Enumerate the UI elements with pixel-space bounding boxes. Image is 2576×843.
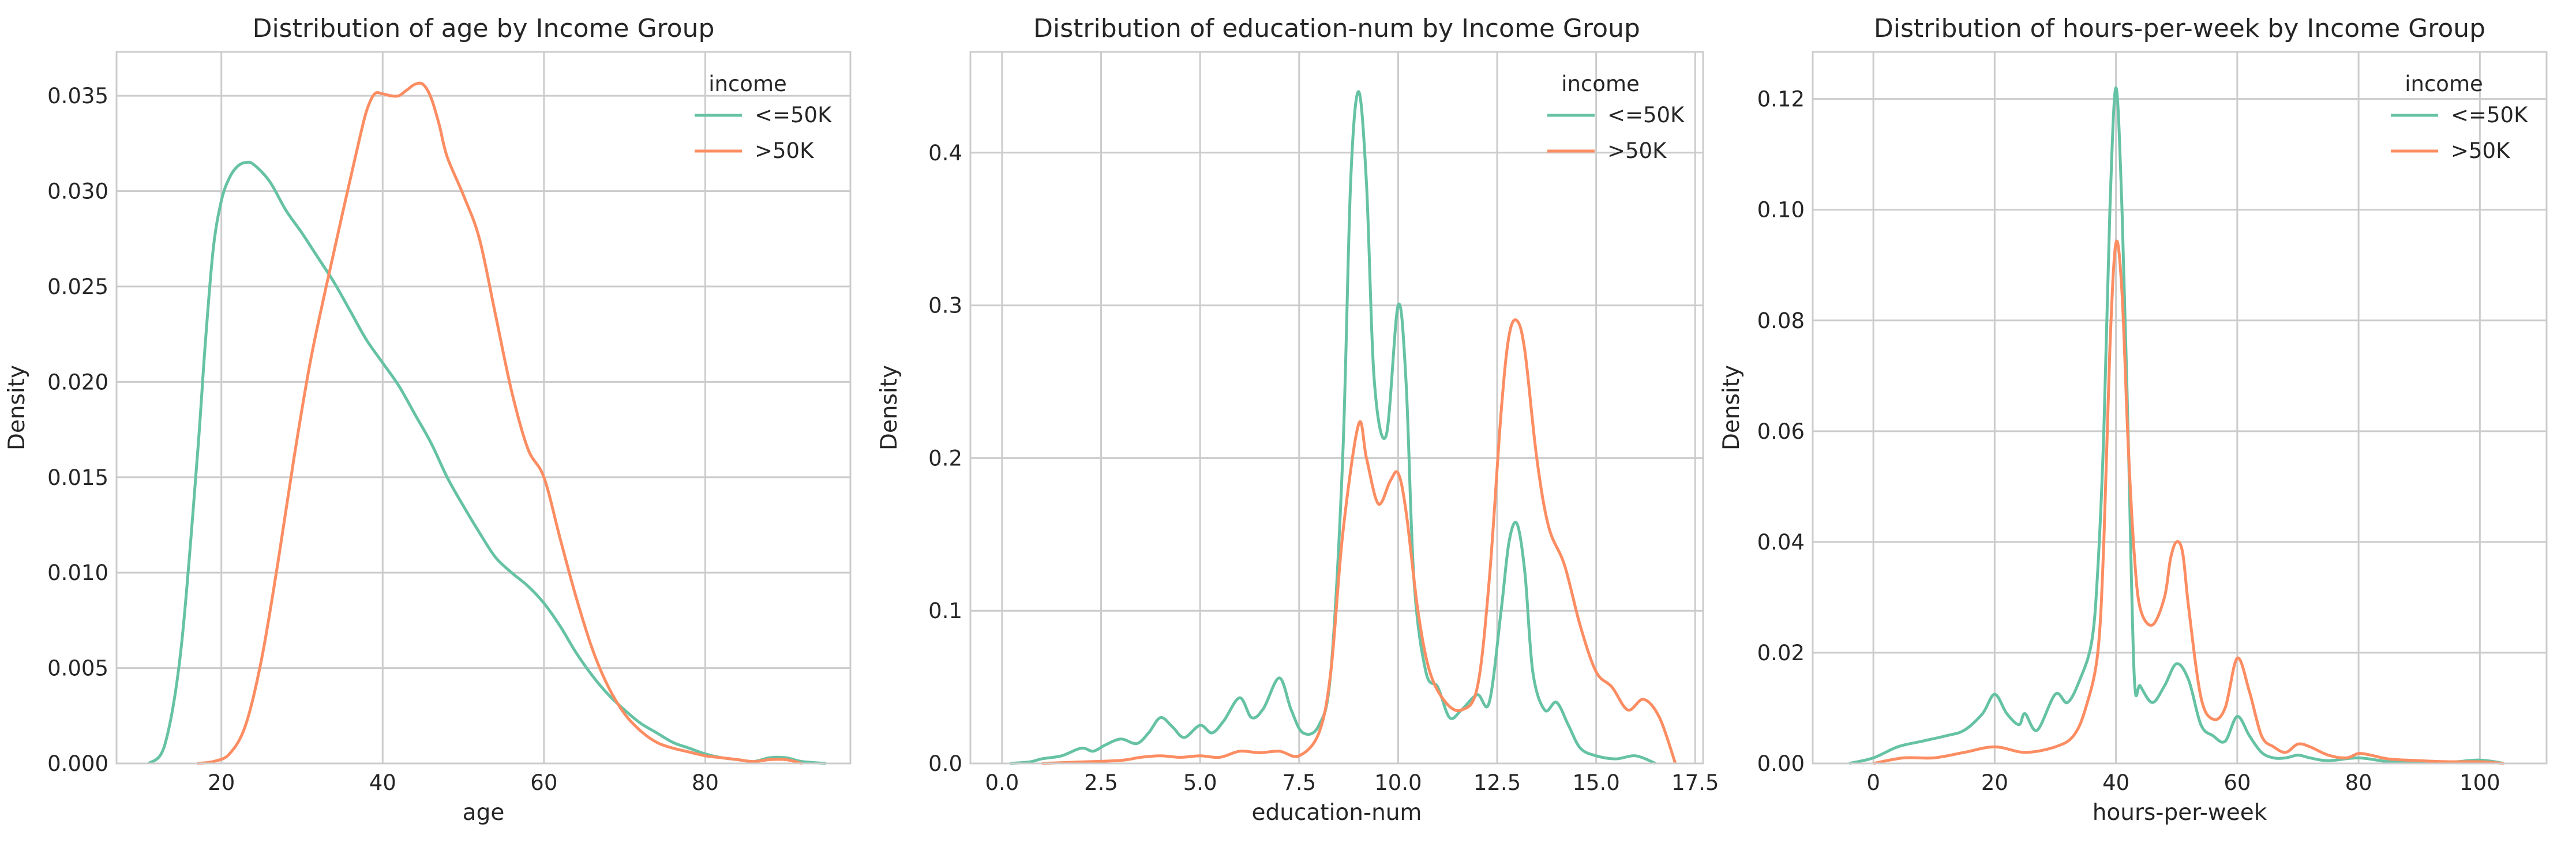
legend: income <=50K >50K: [695, 71, 833, 163]
series-line-gt50k: [1041, 318, 1677, 765]
x-tick-label: 20: [1981, 770, 2008, 795]
y-tick-label: 0.010: [47, 560, 108, 585]
legend-label-le50k: <=50K: [2451, 103, 2529, 127]
plot-frame: [1812, 51, 2548, 765]
y-tick-label: 0.0: [928, 751, 962, 776]
x-tick-label: 7.5: [1282, 770, 1316, 795]
legend-label-gt50k: >50K: [2451, 138, 2511, 163]
legend-label-gt50k: >50K: [1607, 138, 1667, 163]
series-lines: [1848, 86, 2504, 765]
y-tick-label: 0.030: [47, 179, 108, 204]
chart-title: Distribution of age by Income Group: [253, 14, 715, 43]
y-tick-label: 0.04: [1757, 530, 1805, 555]
x-tick-label: 15.0: [1572, 770, 1619, 795]
tick-labels: 0.0 2.5 5.0 7.5 10.0 12.5 15.0 17.5 0.0 0.1 0.2 0.3…: [928, 141, 1719, 795]
legend: income <=50K >50K: [2391, 71, 2529, 163]
y-axis-label: Density: [1719, 365, 1745, 450]
x-tick-label: 40: [2102, 770, 2129, 795]
y-axis-label: Density: [876, 365, 902, 450]
series-line-le50k: [148, 160, 827, 765]
y-tick-label: 0.015: [47, 465, 108, 490]
series-lines: [148, 81, 827, 765]
x-axis-label: education-num: [1251, 800, 1422, 826]
x-tick-label: 40: [369, 770, 396, 795]
y-tick-label: 0.02: [1757, 641, 1805, 665]
y-tick-label: 0.005: [47, 656, 108, 681]
plot-frame: [969, 51, 1704, 765]
education-num-density-chart: 0.0 2.5 5.0 7.5 10.0 12.5 15.0 17.5 0.0 0.1 0.2 0.3…: [876, 14, 1719, 826]
plot-area: [117, 52, 850, 763]
y-tick-label: 0.035: [47, 84, 108, 108]
y-tick-label: 0.2: [928, 446, 962, 471]
legend-label-gt50k: >50K: [755, 138, 815, 163]
x-tick-label: 60: [2223, 770, 2251, 795]
y-tick-label: 0.00: [1757, 751, 1805, 776]
y-tick-label: 0.000: [47, 751, 108, 776]
y-tick-label: 0.4: [928, 141, 962, 165]
y-tick-label: 0.020: [47, 370, 108, 394]
legend-label-le50k: <=50K: [1607, 103, 1685, 127]
y-tick-label: 0.025: [47, 274, 108, 299]
series-line-gt50k: [197, 81, 803, 765]
x-tick-label: 20: [208, 770, 235, 795]
x-axis-label: hours-per-week: [2093, 800, 2267, 826]
plot-area: [970, 52, 1703, 763]
x-tick-label: 0.0: [985, 770, 1019, 795]
chart-title: Distribution of hours-per-week by Income…: [1874, 14, 2485, 43]
chart-title: Distribution of education-num by Income …: [1033, 14, 1640, 43]
x-tick-label: 17.5: [1671, 770, 1719, 795]
y-tick-label: 0.08: [1757, 308, 1805, 333]
gridlines: [1813, 52, 2547, 765]
x-tick-label: 80: [692, 770, 719, 795]
legend-label-le50k: <=50K: [755, 103, 833, 127]
y-tick-label: 0.06: [1757, 419, 1805, 444]
x-tick-label: 80: [2345, 770, 2372, 795]
plot-area: [1813, 52, 2547, 763]
x-tick-label: 12.5: [1473, 770, 1521, 795]
legend-title: income: [708, 71, 787, 96]
series-lines: [1010, 90, 1677, 765]
x-tick-label: 60: [530, 770, 557, 795]
age-density-chart: 20 40 60 80 0.000 0.005 0.010 0.015 0.020 0.025 0.…: [4, 14, 852, 826]
x-tick-label: 5.0: [1183, 770, 1217, 795]
hours-per-week-density-chart: 0 20 40 60 80 100 0.00 0.02 0.04 0.06 0.08 0.10 0.12…: [1719, 14, 2548, 826]
legend-title: income: [2405, 71, 2483, 96]
x-tick-label: 0: [1866, 770, 1880, 795]
y-tick-label: 0.3: [928, 293, 962, 318]
y-tick-label: 0.1: [928, 599, 962, 623]
legend: income <=50K >50K: [1547, 71, 1685, 163]
y-axis-label: Density: [4, 365, 30, 450]
x-tick-label: 10.0: [1374, 770, 1422, 795]
legend-title: income: [1561, 71, 1640, 96]
tick-labels: 20 40 60 80 0.000 0.005 0.010 0.015 0.020 0.025 0.…: [47, 84, 719, 795]
series-line-gt50k: [1873, 239, 2504, 765]
y-tick-label: 0.10: [1757, 198, 1805, 223]
x-tick-label: 2.5: [1084, 770, 1118, 795]
x-tick-label: 100: [2459, 770, 2500, 795]
x-axis-label: age: [463, 800, 505, 826]
plot-frame: [115, 51, 852, 765]
series-line-le50k: [1010, 90, 1656, 765]
tick-labels: 0 20 40 60 80 100 0.00 0.02 0.04 0.06 0.08 0.10 0.12: [1757, 87, 2500, 795]
y-tick-label: 0.12: [1757, 87, 1805, 112]
